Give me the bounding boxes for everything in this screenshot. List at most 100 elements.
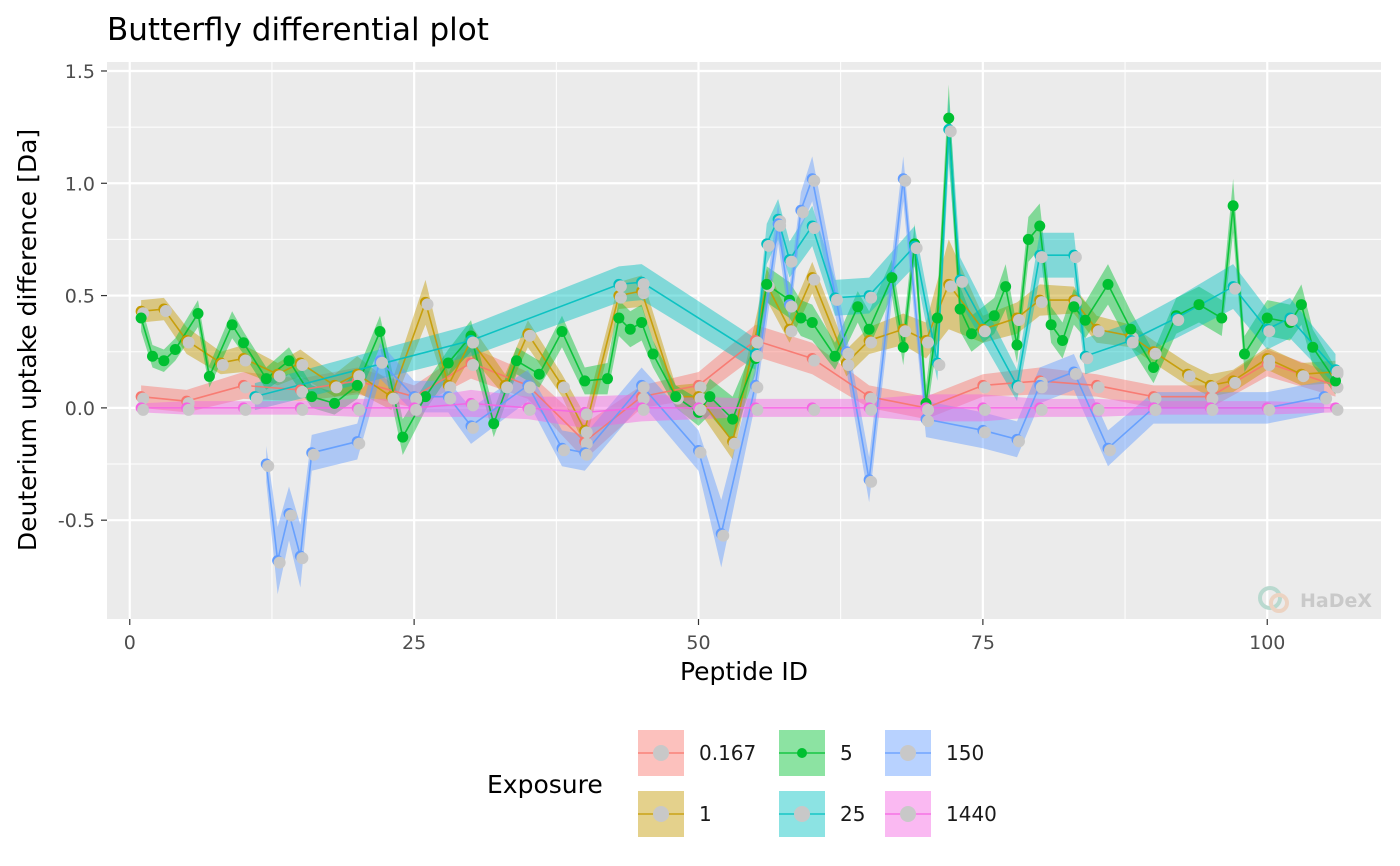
data-point-grey-1440 xyxy=(353,403,366,416)
series-line-0.167 xyxy=(141,339,1336,443)
data-point-5 xyxy=(329,397,340,409)
y-tick-label: 1.0 xyxy=(65,173,95,195)
data-point-grey-1440 xyxy=(751,403,764,416)
y-tick-label: -0.5 xyxy=(58,510,95,532)
data-point-grey-150 xyxy=(922,415,934,428)
legend-key-point-5 xyxy=(797,748,807,758)
data-point-grey-1 xyxy=(216,358,229,371)
data-point-5 xyxy=(169,343,181,355)
data-point-5 xyxy=(1261,312,1273,324)
data-point-grey-1 xyxy=(1297,370,1310,383)
data-point-grey-1440 xyxy=(978,403,991,416)
data-point-5 xyxy=(1227,200,1239,212)
data-point-grey-1 xyxy=(899,325,912,338)
data-point-grey-25 xyxy=(831,293,843,306)
data-point-grey-25 xyxy=(1286,314,1298,327)
data-point-grey-150 xyxy=(1035,381,1048,394)
data-point-grey-1440 xyxy=(182,403,195,416)
data-point-5 xyxy=(1102,278,1114,290)
data-point-5 xyxy=(1034,220,1046,232)
data-point-grey-1 xyxy=(637,287,650,300)
data-point-5 xyxy=(1079,314,1091,326)
data-point-5 xyxy=(533,368,545,380)
data-point-grey-0.167 xyxy=(865,392,878,405)
data-point-grey-150 xyxy=(808,174,821,187)
data-point-5 xyxy=(1000,281,1012,293)
data-point-grey-150 xyxy=(523,381,536,394)
x-tick-label: 0 xyxy=(124,632,136,654)
data-point-grey-1 xyxy=(865,336,878,349)
data-point-grey-25 xyxy=(1331,365,1344,378)
data-point-grey-25 xyxy=(956,275,969,288)
data-point-grey-1440 xyxy=(239,403,252,416)
data-point-grey-25 xyxy=(637,278,650,291)
data-point-grey-25 xyxy=(751,349,764,362)
data-point-grey-150 xyxy=(774,219,787,232)
data-point-grey-25 xyxy=(250,392,263,405)
data-point-grey-1440 xyxy=(808,403,821,416)
x-tick-label: 50 xyxy=(686,632,710,654)
data-point-grey-150 xyxy=(1013,435,1025,448)
data-point-5 xyxy=(829,350,841,362)
data-point-grey-150 xyxy=(785,300,798,313)
data-point-grey-1 xyxy=(1092,325,1105,338)
legend-title: Exposure xyxy=(487,770,603,799)
data-point-5 xyxy=(397,431,409,443)
error-band-5 xyxy=(141,84,1336,456)
data-point-grey-150 xyxy=(899,174,912,187)
data-point-grey-150 xyxy=(273,556,286,569)
data-point-grey-1440 xyxy=(1092,403,1105,416)
data-point-grey-1440 xyxy=(1263,403,1276,416)
legend: Exposure 0.167 1 5 25 150 1440 xyxy=(487,730,997,837)
data-point-grey-25 xyxy=(1035,251,1048,264)
data-point-grey-25 xyxy=(1172,314,1185,327)
data-point-5 xyxy=(727,413,739,425)
data-point-5 xyxy=(488,418,500,430)
data-point-5 xyxy=(670,391,682,403)
data-point-grey-1 xyxy=(421,298,434,311)
data-point-grey-1 xyxy=(728,437,741,450)
data-point-grey-150 xyxy=(637,381,650,394)
data-point-grey-150 xyxy=(1069,367,1082,380)
x-tick-label: 25 xyxy=(402,632,426,654)
legend-key-point-0.167 xyxy=(653,745,669,761)
data-point-5 xyxy=(283,355,295,367)
data-point-grey-25 xyxy=(1126,336,1139,349)
data-point-grey-1 xyxy=(1035,296,1048,309)
data-point-5 xyxy=(636,317,648,329)
data-point-grey-0.167 xyxy=(580,437,593,450)
data-points xyxy=(135,112,1344,569)
data-point-grey-150 xyxy=(796,206,809,219)
data-point-grey-1 xyxy=(1149,347,1162,360)
data-point-5 xyxy=(1022,233,1034,245)
data-point-5 xyxy=(556,326,568,338)
data-point-5 xyxy=(943,112,955,124)
data-point-grey-1 xyxy=(387,392,400,405)
data-point-grey-1 xyxy=(614,291,627,304)
data-point-grey-150 xyxy=(717,529,730,542)
y-axis: -0.5 0.0 0.5 1.0 1.5 xyxy=(58,61,107,532)
data-point-grey-150 xyxy=(410,392,423,405)
data-point-5 xyxy=(579,375,591,387)
data-point-grey-150 xyxy=(978,426,991,439)
series-line-150 xyxy=(265,175,1325,561)
legend-key-point-1 xyxy=(653,806,669,822)
data-point-grey-1440 xyxy=(580,408,593,421)
legend-key-point-150 xyxy=(900,745,916,761)
data-point-grey-1440 xyxy=(922,403,934,416)
data-point-5 xyxy=(238,337,249,349)
data-point-grey-1440 xyxy=(1149,403,1162,416)
data-point-grey-1440 xyxy=(467,399,479,412)
data-point-grey-0.167 xyxy=(1092,381,1105,394)
data-point-grey-150 xyxy=(285,509,297,522)
data-point-5 xyxy=(988,310,1000,322)
data-point-grey-150 xyxy=(376,356,388,369)
data-point-5 xyxy=(442,357,454,369)
data-point-5 xyxy=(1295,299,1307,311)
x-axis-title: Peptide ID xyxy=(680,657,808,686)
data-point-grey-1440 xyxy=(137,403,150,416)
data-point-grey-1 xyxy=(978,325,991,338)
data-point-grey-1 xyxy=(1013,314,1025,327)
data-point-grey-1440 xyxy=(1331,403,1344,416)
